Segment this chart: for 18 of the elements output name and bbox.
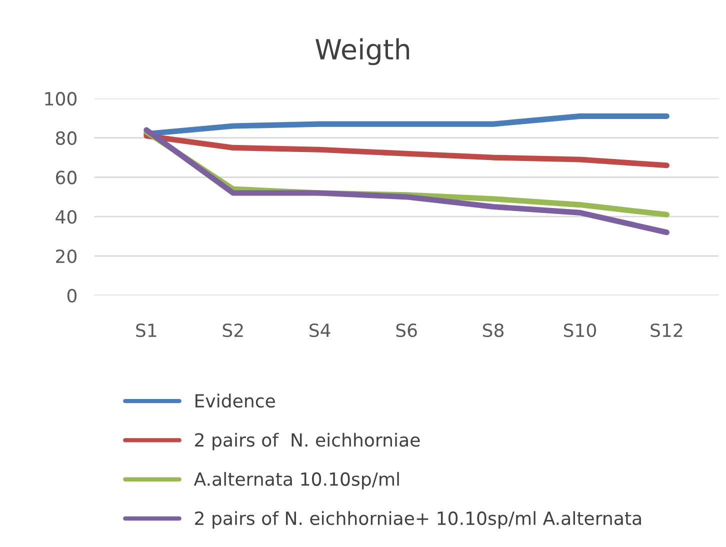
legend-label: A.alternata 10.10sp/ml: [194, 472, 399, 490]
x-tick-label: S8: [482, 323, 504, 338]
x-tick-label: S1: [136, 323, 156, 338]
y-tick-label: 100: [45, 92, 77, 106]
legend-label: Evidence: [196, 394, 275, 408]
y-tick-label: 0: [67, 288, 77, 302]
y-tick-label: 40: [56, 210, 77, 224]
legend-label: 2 pairs of N. eichhorniae+ 10.10sp/ml A.alternata: [195, 511, 641, 529]
y-tick-label: 60: [56, 170, 77, 184]
x-tick-label: S2: [222, 323, 243, 338]
y-tick-label: 20: [56, 249, 77, 264]
legend-label: 2 pairs of N. eichhorniae: [195, 432, 420, 450]
chart-title: Weigth: [316, 38, 410, 66]
x-tick-label: S12: [650, 323, 682, 338]
x-tick-label: S4: [310, 323, 330, 338]
x-tick-label: S10: [564, 323, 596, 338]
y-tick-label: 80: [56, 131, 77, 145]
x-tick-label: S6: [396, 323, 417, 338]
